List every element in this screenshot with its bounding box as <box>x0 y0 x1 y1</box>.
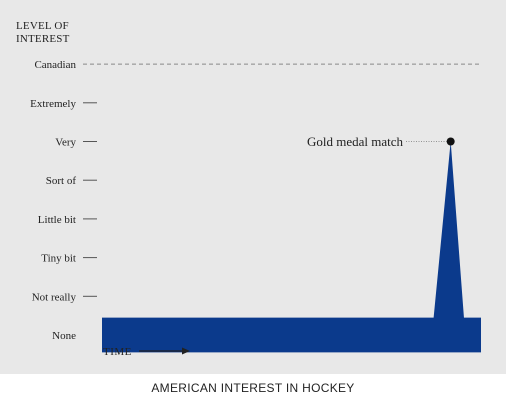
chart-caption: AMERICAN INTEREST IN HOCKEY <box>151 381 355 395</box>
y-tick-label: Tiny bit <box>41 253 76 265</box>
y-tick-label: Extremely <box>30 98 76 110</box>
y-tick-label: Sort of <box>46 175 77 187</box>
y-tick-label: Little bit <box>38 214 76 226</box>
x-axis-arrow-head <box>182 347 190 355</box>
peak-dot <box>446 137 455 146</box>
chart-panel <box>0 0 506 374</box>
annotation-label: Gold medal match <box>307 134 404 149</box>
x-axis-title: TIME <box>103 346 132 358</box>
y-tick-label: Canadian <box>34 59 76 71</box>
y-tick-label: None <box>52 330 76 342</box>
y-tick-label: Not really <box>32 291 77 303</box>
interest-chart: None Not really Tiny bit Little bit Sort of V… <box>30 59 482 358</box>
y-axis-title: LEVEL OF INTEREST <box>16 20 70 45</box>
y-tick-label: Very <box>55 137 76 149</box>
interest-area <box>102 141 481 353</box>
